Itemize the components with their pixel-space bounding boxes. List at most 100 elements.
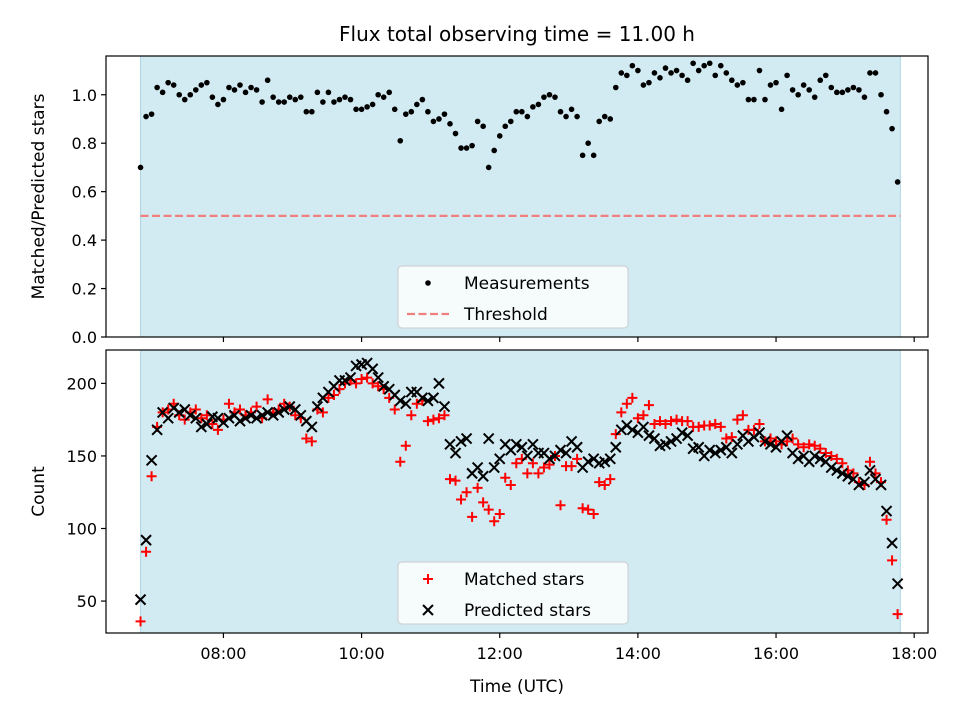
predicted-point xyxy=(853,479,865,491)
measurement-point xyxy=(734,82,741,88)
predicted-point xyxy=(140,534,152,546)
measurement-point xyxy=(436,116,442,122)
measurement-point xyxy=(635,67,641,74)
series-measurements xyxy=(137,60,901,185)
ratio-y-tick-label: 0.2 xyxy=(72,280,97,299)
count-panel: 50 100 150 200 08:00 10:00 12:00 14:00 16:00 18:0… xyxy=(29,349,937,697)
measurement-point xyxy=(546,91,553,98)
measurement-point xyxy=(181,96,188,103)
matched-point xyxy=(798,442,809,453)
predicted-point xyxy=(665,435,677,448)
figure-title: Flux total observing time = 11.00 h xyxy=(339,22,695,46)
measurement-point xyxy=(297,94,304,100)
matched-point xyxy=(235,404,246,415)
measurement-point xyxy=(662,65,669,71)
measurement-point xyxy=(845,87,851,93)
measurement-point xyxy=(176,91,183,98)
measurement-point xyxy=(541,94,547,100)
matched-point xyxy=(141,546,152,557)
measurement-point xyxy=(822,72,829,79)
predicted-point xyxy=(162,412,174,424)
matched-point xyxy=(207,419,218,430)
predicted-point xyxy=(648,432,661,445)
measurement-point xyxy=(347,96,354,103)
predicted-point xyxy=(560,447,572,459)
predicted-point xyxy=(234,415,246,427)
matched-point xyxy=(566,461,577,472)
measurement-point xyxy=(309,108,315,115)
measurement-point xyxy=(828,84,835,91)
measurement-point xyxy=(745,96,752,103)
matched-point xyxy=(306,436,317,447)
predicted-point xyxy=(858,476,871,488)
predicted-point xyxy=(604,453,616,465)
matched-point xyxy=(643,400,654,411)
measurement-point xyxy=(342,94,348,100)
measurement-point xyxy=(834,89,840,96)
measurement-point xyxy=(695,67,702,74)
measurement-point xyxy=(513,108,520,115)
measurement-point xyxy=(883,108,890,115)
matched-point xyxy=(887,555,898,566)
matched-point xyxy=(737,410,748,421)
measurement-point xyxy=(679,72,685,79)
predicted-point xyxy=(753,427,766,439)
ratio-y-tick-label: 0.8 xyxy=(72,134,97,153)
matched-point xyxy=(290,410,301,421)
measurement-point xyxy=(856,87,862,93)
predicted-point xyxy=(582,456,594,468)
predicted-point xyxy=(394,395,406,407)
predicted-point xyxy=(400,397,412,410)
measurement-point xyxy=(789,87,796,93)
predicted-point xyxy=(256,409,268,422)
measurement-point xyxy=(380,94,387,100)
predicted-point xyxy=(643,429,655,442)
count-y-tick-label: 150 xyxy=(66,447,97,466)
matched-point xyxy=(831,453,842,464)
matched-point xyxy=(555,500,566,511)
predicted-point xyxy=(278,403,290,416)
matched-point xyxy=(577,503,588,514)
measurement-point xyxy=(756,67,763,74)
matched-point xyxy=(704,420,715,431)
measurement-point xyxy=(187,91,194,98)
predicted-point xyxy=(814,453,826,465)
matched-point xyxy=(621,398,632,409)
count-x-tick-label: 12:00 xyxy=(477,644,523,663)
measurement-point xyxy=(375,91,381,98)
predicted-point xyxy=(886,537,898,549)
measurement-point xyxy=(386,89,393,96)
predicted-point xyxy=(460,432,473,445)
predicted-point xyxy=(704,444,716,456)
measurement-point xyxy=(259,99,265,105)
measurement-point xyxy=(673,67,680,74)
measurement-point xyxy=(231,87,238,93)
predicted-point xyxy=(311,400,324,413)
matched-point xyxy=(373,381,384,392)
measurement-point xyxy=(552,94,558,100)
measurement-point xyxy=(850,84,857,91)
measurement-point xyxy=(491,147,498,154)
measurement-point xyxy=(574,113,580,120)
count-y-axis-label: Count xyxy=(29,466,49,517)
matched-point xyxy=(467,511,478,522)
ratio-panel: 0.0 0.2 0.4 0.6 0.8 1.0 Matched/Predicted star… xyxy=(29,55,929,347)
matched-point xyxy=(472,482,483,493)
predicted-point xyxy=(510,438,523,451)
measurement-point xyxy=(751,96,757,103)
measurement-point xyxy=(563,113,569,120)
legend-matched-marker xyxy=(423,574,433,584)
measurement-point xyxy=(778,106,785,113)
count-legend-box xyxy=(397,561,629,625)
measurement-point xyxy=(601,113,608,120)
measurement-point xyxy=(618,70,625,76)
measurement-point xyxy=(292,96,299,103)
matched-point xyxy=(864,456,875,467)
matched-point xyxy=(820,448,831,459)
count-x-tick-label: 08:00 xyxy=(200,644,246,663)
ratio-y-tick-label: 0.0 xyxy=(72,328,97,347)
measurement-point xyxy=(237,82,243,88)
measurement-point xyxy=(331,99,337,105)
measurement-point xyxy=(408,108,415,115)
predicted-point xyxy=(201,418,213,430)
